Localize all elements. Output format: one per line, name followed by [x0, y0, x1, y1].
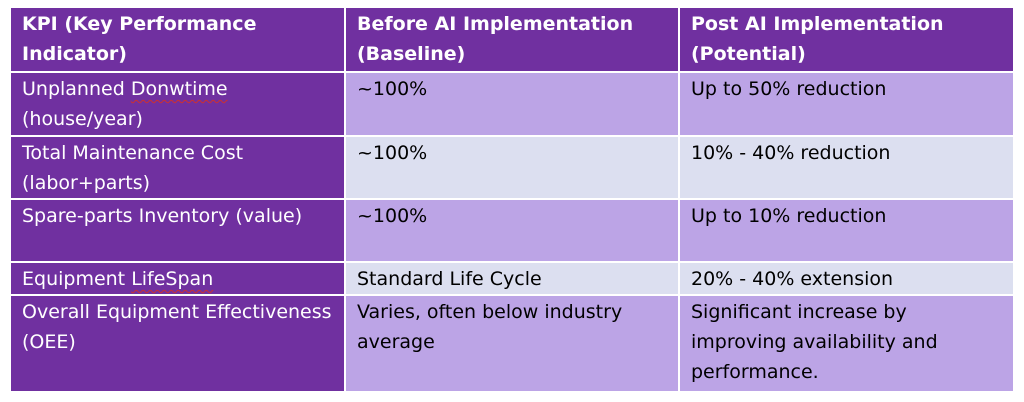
kpi-text: Equipment — [22, 268, 132, 290]
table-row: Total Maintenance Cost (labor+parts) ~10… — [11, 136, 1013, 200]
table-header-row: KPI (Key Performance Indicator) Before A… — [11, 8, 1013, 73]
kpi-cell: Unplanned Donwtime (house/year) — [11, 72, 346, 137]
table-row: Spare-parts Inventory (value) ~100% Up t… — [11, 199, 1013, 263]
spellcheck-flagged-word: Donwtime — [130, 78, 228, 100]
header-after: Post AI Implementation (Potential) — [679, 8, 1013, 73]
after-cell: Up to 50% reduction — [679, 72, 1013, 137]
before-cell: ~100% — [345, 72, 680, 137]
before-cell: Standard Life Cycle — [345, 262, 680, 296]
kpi-text-tail: (house/year) — [22, 108, 143, 130]
after-cell: Significant increase by improving availa… — [679, 295, 1013, 391]
after-cell: Up to 10% reduction — [679, 199, 1013, 263]
kpi-text: Unplanned — [22, 78, 131, 100]
table-row: Equipment LifeSpan Standard Life Cycle 2… — [11, 262, 1013, 296]
kpi-cell: Total Maintenance Cost (labor+parts) — [11, 136, 346, 200]
header-before: Before AI Implementation (Baseline) — [345, 8, 680, 73]
kpi-cell: Equipment LifeSpan — [11, 262, 346, 296]
spellcheck-flagged-word: LifeSpan — [131, 268, 214, 290]
before-cell: ~100% — [345, 199, 680, 263]
kpi-table: KPI (Key Performance Indicator) Before A… — [11, 8, 1013, 391]
after-cell: 20% - 40% extension — [679, 262, 1013, 296]
table-row: Overall Equipment Effectiveness (OEE) Va… — [11, 295, 1013, 391]
after-cell: 10% - 40% reduction — [679, 136, 1013, 200]
table-row: Unplanned Donwtime (house/year) ~100% Up… — [11, 72, 1013, 137]
kpi-cell: Spare-parts Inventory (value) — [11, 199, 346, 263]
before-cell: ~100% — [345, 136, 680, 200]
header-kpi: KPI (Key Performance Indicator) — [11, 8, 346, 73]
before-cell: Varies, often below industry average — [345, 295, 680, 391]
kpi-cell: Overall Equipment Effectiveness (OEE) — [11, 295, 346, 391]
